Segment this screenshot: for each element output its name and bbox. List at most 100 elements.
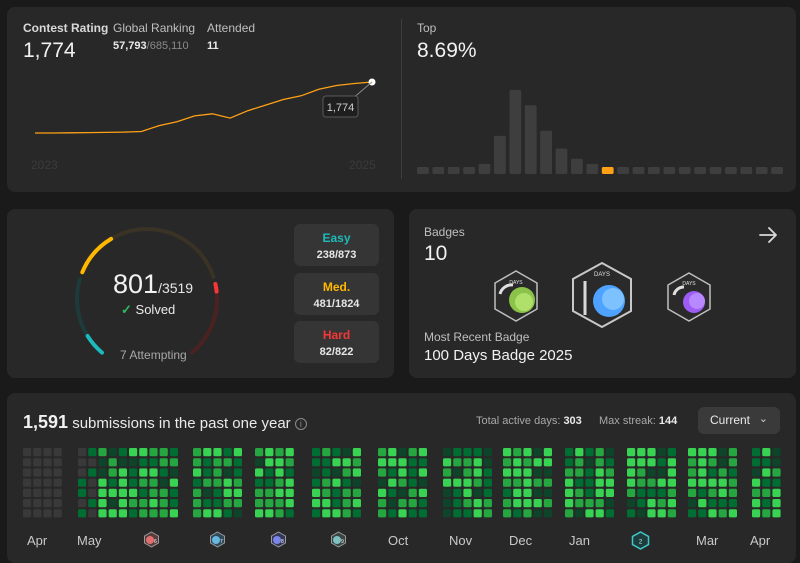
heatmap-cell[interactable] xyxy=(698,448,707,457)
heatmap-cell[interactable] xyxy=(647,509,656,518)
heatmap-cell[interactable] xyxy=(463,458,472,467)
heatmap-cell[interactable] xyxy=(657,509,666,518)
heatmap-cell[interactable] xyxy=(275,499,284,508)
heatmap-cell[interactable] xyxy=(728,448,737,457)
heatmap-cell[interactable] xyxy=(463,509,472,518)
heatmap-cell[interactable] xyxy=(443,478,452,487)
heatmap-cell[interactable] xyxy=(322,458,331,467)
heatmap-cell[interactable] xyxy=(585,458,594,467)
heatmap-cell[interactable] xyxy=(708,478,717,487)
heatmap-cell[interactable] xyxy=(667,468,676,477)
heatmap-cell[interactable] xyxy=(322,499,331,508)
heatmap-cell[interactable] xyxy=(483,509,492,518)
heatmap-cell[interactable] xyxy=(255,448,264,457)
heatmap-cell[interactable] xyxy=(543,499,552,508)
heatmap-cell[interactable] xyxy=(203,499,212,508)
heatmap-cell[interactable] xyxy=(443,458,452,467)
heatmap-cell[interactable] xyxy=(342,478,351,487)
heatmap-cell[interactable] xyxy=(708,448,717,457)
submission-heatmap[interactable] xyxy=(7,393,796,531)
heatmap-cell[interactable] xyxy=(595,478,604,487)
heatmap-cell[interactable] xyxy=(118,458,127,467)
heatmap-cell[interactable] xyxy=(332,499,341,508)
heatmap-cell[interactable] xyxy=(149,488,158,497)
heatmap-cell[interactable] xyxy=(53,509,62,518)
heatmap-cell[interactable] xyxy=(312,458,321,467)
heatmap-cell[interactable] xyxy=(667,458,676,467)
heatmap-cell[interactable] xyxy=(473,509,482,518)
heatmap-cell[interactable] xyxy=(772,509,781,518)
heatmap-cell[interactable] xyxy=(575,458,584,467)
heatmap-cell[interactable] xyxy=(149,499,158,508)
heatmap-cell[interactable] xyxy=(513,509,522,518)
ranking-histogram[interactable] xyxy=(417,82,789,177)
heatmap-cell[interactable] xyxy=(332,448,341,457)
heatmap-cell[interactable] xyxy=(139,499,148,508)
heatmap-cell[interactable] xyxy=(332,478,341,487)
heatmap-cell[interactable] xyxy=(388,509,397,518)
heatmap-cell[interactable] xyxy=(627,509,636,518)
heatmap-cell[interactable] xyxy=(483,478,492,487)
heatmap-cell[interactable] xyxy=(408,488,417,497)
heatmap-cell[interactable] xyxy=(342,448,351,457)
heatmap-cell[interactable] xyxy=(752,458,761,467)
heatmap-cell[interactable] xyxy=(312,488,321,497)
heatmap-cell[interactable] xyxy=(169,468,178,477)
heatmap-cell[interactable] xyxy=(575,448,584,457)
heatmap-cell[interactable] xyxy=(418,448,427,457)
heatmap-cell[interactable] xyxy=(312,478,321,487)
100-days-badge[interactable]: DAYS xyxy=(569,261,635,329)
heatmap-cell[interactable] xyxy=(332,468,341,477)
heatmap-cell[interactable] xyxy=(149,448,158,457)
heatmap-cell[interactable] xyxy=(108,499,117,508)
heatmap-cell[interactable] xyxy=(223,448,232,457)
heatmap-cell[interactable] xyxy=(443,499,452,508)
heatmap-cell[interactable] xyxy=(388,499,397,508)
heatmap-cell[interactable] xyxy=(533,448,542,457)
heatmap-cell[interactable] xyxy=(605,448,614,457)
heatmap-cell[interactable] xyxy=(342,488,351,497)
heatmap-cell[interactable] xyxy=(473,488,482,497)
heatmap-cell[interactable] xyxy=(513,448,522,457)
heatmap-cell[interactable] xyxy=(312,448,321,457)
heatmap-cell[interactable] xyxy=(118,468,127,477)
heatmap-cell[interactable] xyxy=(523,478,532,487)
heatmap-cell[interactable] xyxy=(378,458,387,467)
heatmap-cell[interactable] xyxy=(667,478,676,487)
heatmap-cell[interactable] xyxy=(378,499,387,508)
heatmap-cell[interactable] xyxy=(322,478,331,487)
heatmap-cell[interactable] xyxy=(88,478,97,487)
heatmap-cell[interactable] xyxy=(53,458,62,467)
heatmap-cell[interactable] xyxy=(688,468,697,477)
heatmap-cell[interactable] xyxy=(213,499,222,508)
monthly-badge-icon[interactable]: 6 xyxy=(143,531,160,548)
heatmap-cell[interactable] xyxy=(139,448,148,457)
heatmap-cell[interactable] xyxy=(533,478,542,487)
heatmap-cell[interactable] xyxy=(762,499,771,508)
heatmap-cell[interactable] xyxy=(23,458,32,467)
heatmap-cell[interactable] xyxy=(193,458,202,467)
heatmap-cell[interactable] xyxy=(88,468,97,477)
200-days-badge[interactable]: DAYS xyxy=(664,271,714,323)
heatmap-cell[interactable] xyxy=(605,509,614,518)
heatmap-cell[interactable] xyxy=(275,458,284,467)
heatmap-cell[interactable] xyxy=(265,488,274,497)
heatmap-cell[interactable] xyxy=(255,509,264,518)
heatmap-cell[interactable] xyxy=(129,458,138,467)
heatmap-cell[interactable] xyxy=(193,499,202,508)
heatmap-cell[interactable] xyxy=(98,478,107,487)
heatmap-cell[interactable] xyxy=(312,468,321,477)
heatmap-cell[interactable] xyxy=(453,478,462,487)
heatmap-cell[interactable] xyxy=(108,448,117,457)
heatmap-cell[interactable] xyxy=(88,499,97,508)
heatmap-cell[interactable] xyxy=(53,499,62,508)
arrow-right-icon[interactable] xyxy=(757,224,779,246)
heatmap-cell[interactable] xyxy=(752,448,761,457)
heatmap-cell[interactable] xyxy=(342,499,351,508)
heatmap-cell[interactable] xyxy=(213,448,222,457)
heatmap-cell[interactable] xyxy=(708,499,717,508)
heatmap-cell[interactable] xyxy=(453,458,462,467)
heatmap-cell[interactable] xyxy=(33,448,42,457)
heatmap-cell[interactable] xyxy=(275,478,284,487)
heatmap-cell[interactable] xyxy=(463,468,472,477)
